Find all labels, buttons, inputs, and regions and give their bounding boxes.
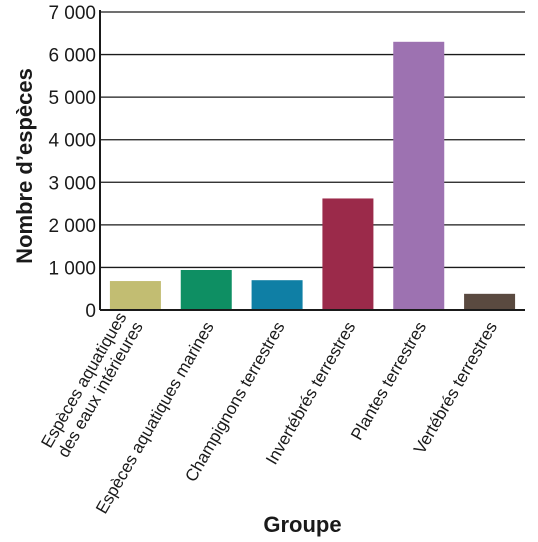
y-tick-label: 4 000 [48,131,96,152]
bar [322,198,374,310]
y-axis-title: Nombre d’espèces [12,68,37,264]
y-tick-label: 3 000 [48,173,96,194]
bar [393,41,445,311]
y-tick-label: 7 000 [48,3,96,24]
y-tick-label: 0 [85,301,96,322]
y-tick-label: 1 000 [48,258,96,279]
y-tick-labels: 0 1 000 2 000 3 000 4 000 5 000 6 000 7 000 [48,3,96,322]
bar [464,293,516,310]
y-tick-label: 5 000 [48,88,96,109]
x-tick-label-line: Plantes terrestres [347,319,430,444]
x-axis-title: Groupe [263,512,341,537]
bar [180,269,232,310]
y-tick-label: 6 000 [48,46,96,67]
bar [251,280,303,310]
x-tick-label: Plantes terrestres [347,319,430,444]
y-tick-label: 2 000 [48,216,96,237]
gridlines [100,11,525,269]
bars [109,41,516,311]
bar [109,281,161,310]
